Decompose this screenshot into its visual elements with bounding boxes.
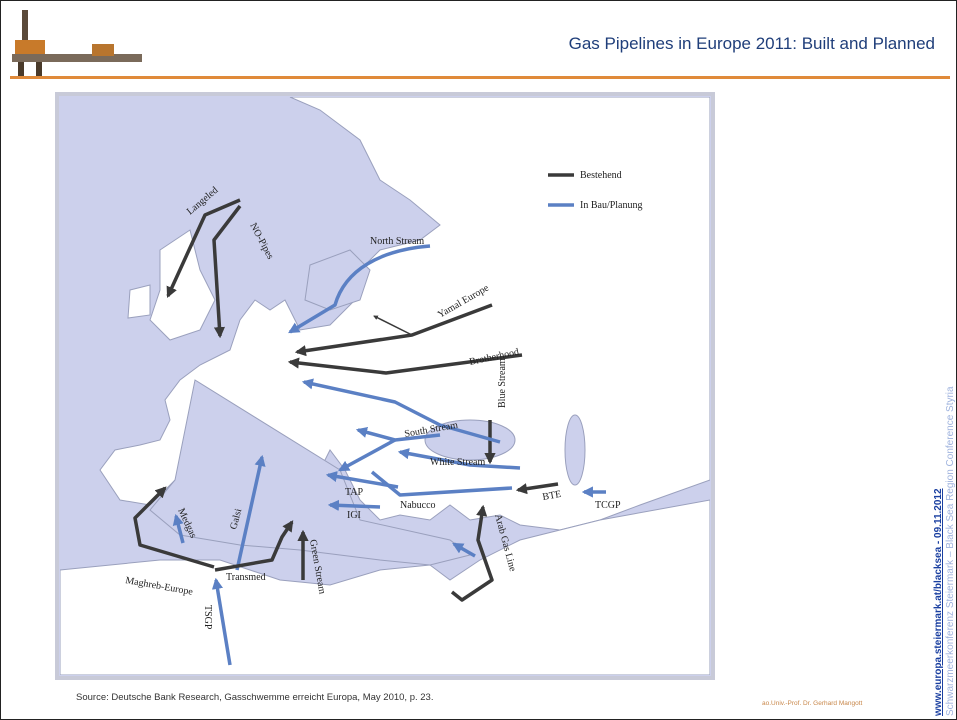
- header-icon: [12, 10, 142, 76]
- pipeline-label: North Stream: [370, 236, 424, 247]
- pipeline-label: Transmed: [226, 572, 266, 583]
- sidebar-conference: Schwarzmeerkonferenz Steiermark – Black …: [945, 386, 956, 716]
- pipeline-label: Nabucco: [400, 500, 436, 511]
- source-note: Source: Deutsche Bank Research, Gasschwe…: [76, 692, 433, 703]
- slide-title: Gas Pipelines in Europe 2011: Built and …: [569, 34, 935, 53]
- legend-label: In Bau/Planung: [580, 200, 643, 211]
- author: ao.Univ.-Prof. Dr. Gerhard Mangott: [762, 700, 863, 707]
- map: Bestehend In Bau/Planung Langeled NO-Pip…: [57, 94, 713, 678]
- pipeline-label: White Stream: [430, 457, 485, 468]
- pipeline-label: TAP: [345, 487, 364, 498]
- legend-label: Bestehend: [580, 170, 622, 181]
- page: {"header": {"title": "Gas Pipelines in E…: [0, 0, 957, 720]
- pipeline: [330, 505, 380, 507]
- sidebar-link[interactable]: www.europa.steiermark.at/blacksea - 09.1…: [933, 488, 944, 717]
- pipeline-label: Blue Stream: [497, 358, 508, 408]
- slide: Gas Pipelines in Europe 2011: Built and …: [0, 0, 957, 720]
- pipeline-label: TCGP: [595, 500, 621, 511]
- header-rule: [10, 76, 950, 79]
- pipeline-label: TSGP: [202, 605, 213, 630]
- pipeline-label: IGI: [347, 510, 361, 521]
